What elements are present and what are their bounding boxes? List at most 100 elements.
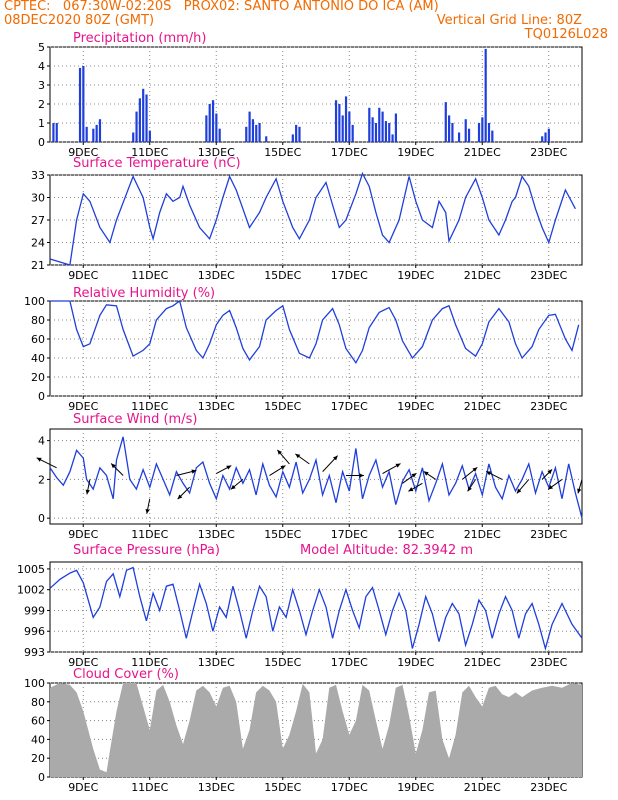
x-tick-label: 23DEC [530,269,567,282]
header-grid-line: Vertical Grid Line: 80Z [436,13,582,28]
y-tick-label: 2 [38,98,45,111]
panel-title: Surface Wind (m/s) [73,412,197,427]
precip-bar [82,66,85,142]
y-tick-label: 0 [38,512,45,525]
wind-vector-head [577,488,582,494]
x-tick-label: 9DEC [68,400,98,413]
y-tick-label: 999 [24,604,45,617]
precip-bar [255,124,258,142]
x-tick-label: 15DEC [264,528,301,541]
y-tick-label: 20 [31,752,45,765]
panel-title: Relative Humidity (%) [73,286,215,301]
x-tick-label: 21DEC [464,146,501,159]
precip-bar [341,115,344,142]
wind-vector-head [547,469,553,475]
x-tick-label: 23DEC [530,781,567,794]
x-tick-label: 11DEC [131,146,168,159]
y-tick-label: 24 [31,237,45,250]
wind-vector-head [408,487,414,492]
x-tick-label: 23DEC [530,400,567,413]
panel-frame-4 [49,561,583,653]
header-line1: CPTEC: 067:30W-02:20S PROX02: SANTO ANTO… [4,0,439,14]
precip-bar [132,132,135,142]
wind-vector-head [177,494,183,500]
wind-vector-head [548,485,553,490]
precip-bar [78,67,82,142]
x-tick-label: 21DEC [464,781,501,794]
panel-frame-0 [49,46,583,143]
series-line-3 [49,436,583,519]
precip-bar [55,123,58,142]
x-tick-label: 15DEC [264,146,301,159]
y-tick-label: 1 [38,117,45,130]
precip-bar [448,115,451,142]
precip-bar [265,136,268,142]
x-tick-label: 15DEC [264,400,301,413]
x-tick-label: 17DEC [331,528,368,541]
precip-bar [541,136,544,142]
panel-frame-3 [49,428,583,525]
y-tick-label: 3 [38,79,45,92]
y-tick-label: 4 [38,435,45,448]
x-tick-label: 9DEC [68,146,98,159]
wind-vector-head [411,473,417,478]
precip-bar [388,123,391,142]
y-tick-label: 1002 [17,584,45,597]
wind-vector-head [472,467,478,472]
precip-bar [348,111,351,142]
precip-bar [338,104,341,142]
precip-bar [481,117,484,142]
x-tick-label: 21DEC [464,656,501,669]
precip-bar [544,132,547,142]
precip-bar [218,128,221,142]
precip-bar [451,123,454,142]
precip-bar [291,134,294,142]
precip-bar [344,96,348,142]
wind-vector-head [423,471,429,476]
x-tick-label: 15DEC [264,269,301,282]
precip-bar [295,124,298,142]
x-tick-label: 9DEC [68,269,98,282]
panel-frame-2 [49,300,583,397]
precip-bar [208,104,211,142]
y-tick-label: 30 [31,192,45,205]
precip-bar [298,126,301,142]
precip-bar [245,126,248,142]
precip-bar [248,111,251,142]
precip-bar [92,128,95,142]
x-tick-label: 13DEC [198,269,235,282]
panel-title: Surface Pressure (hPa) [73,543,220,558]
precip-bar [467,128,471,142]
x-tick-label: 17DEC [331,781,368,794]
precip-bar [251,119,255,142]
x-tick-label: 23DEC [530,528,567,541]
precip-bar [391,134,394,142]
panel-annotation: Model Altitude: 82.3942 m [300,543,473,558]
x-tick-label: 11DEC [131,656,168,669]
wind-vector-head [277,449,282,455]
y-tick-label: 1005 [17,563,45,576]
x-tick-label: 9DEC [68,656,98,669]
x-tick-label: 13DEC [198,146,235,159]
wind-vector-head [467,486,472,492]
panel-title: Surface Temperature (nC) [73,156,241,171]
wind-vector-head [111,463,116,469]
wind-vector-head [332,455,338,461]
precip-bar [444,102,447,142]
precip-bar [381,111,384,142]
series-line-1 [49,171,576,266]
y-tick-label: 100 [24,677,45,690]
precip-bar [371,117,374,142]
x-tick-label: 23DEC [530,146,567,159]
x-tick-label: 19DEC [397,528,434,541]
x-tick-label: 13DEC [198,781,235,794]
y-tick-label: 2 [38,473,45,486]
y-tick-label: 100 [24,295,45,308]
y-tick-label: 20 [31,371,45,384]
x-tick-label: 17DEC [331,269,368,282]
y-tick-label: 0 [38,390,45,403]
y-tick-label: 4 [38,60,45,73]
y-tick-label: 40 [31,352,45,365]
cloud-cover-area [50,683,582,777]
